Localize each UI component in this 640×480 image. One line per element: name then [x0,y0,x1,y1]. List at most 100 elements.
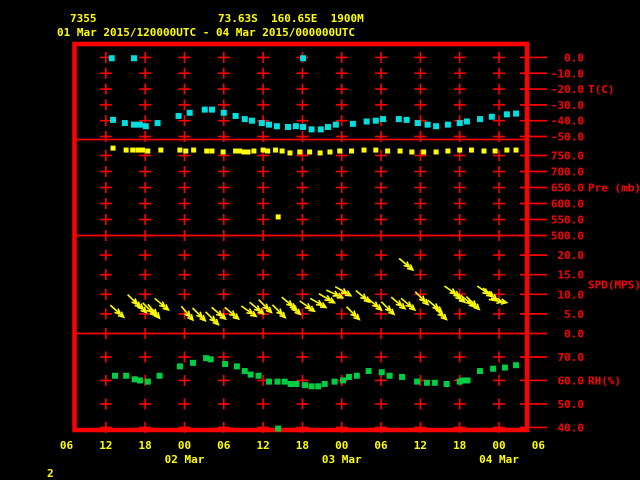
wind-arrow [450,289,467,304]
temperature-point [175,112,182,119]
wind-arrow [309,297,328,309]
wind-arrow [211,306,227,321]
wind-arrow [224,306,240,321]
hour-label: 06 [532,439,546,452]
y-tick-label: 650.0 [551,182,584,195]
pressure-point [110,145,116,151]
hour-label: 06 [60,439,74,452]
relative_humidity-point [123,372,130,379]
wind-arrow [414,291,430,306]
wind-arrow [271,304,287,319]
relative_humidity-point [281,378,288,385]
relative_humidity-point [378,369,385,376]
wind-arrow [482,287,499,301]
relative_humidity-point [247,371,254,378]
hour-label: 12 [99,439,112,452]
relative_humidity-point [477,368,484,375]
pressure-point [273,147,279,153]
temperature-point [488,113,495,120]
pressure-point [361,147,367,153]
chart-generated-layer: 0.0 -10.0 -20.0 -30.0 -40.0 -50.0 T(C) 750.0 700… [60,41,640,466]
hour-label: 12 [256,439,269,452]
relative_humidity-point [265,378,272,385]
y-tick-label: 20.0 [558,249,585,262]
wind-arrow [258,299,273,314]
relative_humidity-point [287,380,294,387]
temperature-point [444,121,451,128]
y-axis-unit-label: Pre (mb) [588,182,640,195]
y-tick-label: -20.0 [551,83,584,96]
y-tick-label: 550.0 [551,214,584,227]
temperature-point [300,55,307,62]
wind-arrow [390,296,407,310]
temperature-point [130,55,137,62]
relative_humidity-point [340,377,347,384]
y-tick-label: 70.0 [558,351,585,364]
y-axis-unit-label: SPD(MPS) [588,279,640,292]
wind-arrow [398,257,415,272]
relative_humidity-point [331,378,338,385]
relative_humidity-point [203,355,210,362]
hour-label: 18 [453,439,466,452]
temperature-point [456,120,463,127]
wind-arrow [345,306,361,321]
temperature-point [433,123,440,130]
y-tick-label: 700.0 [551,166,584,179]
temperature-point [248,117,255,124]
pressure-point [317,150,323,156]
hour-label: 06 [374,439,388,452]
relative_humidity-point [222,361,229,368]
temperature-point [130,121,137,128]
pressure-point [492,148,498,154]
y-tick-label: 5.0 [564,308,584,321]
pressure-point [445,148,451,154]
temperature-point [121,120,128,127]
hour-label: 00 [335,439,348,452]
wind-arrow [465,295,481,311]
date-label: 03 Mar [322,453,362,466]
wind-arrow [400,297,417,312]
relative_humidity-point [423,379,430,386]
temperature-point [503,111,510,118]
pressure-point [481,148,487,154]
y-tick-label: 0.0 [564,328,584,341]
pressure-point [233,148,239,154]
temperature-point [265,121,272,128]
y-tick-label: -40.0 [551,115,584,128]
temperature-point [258,120,265,127]
temperature-point [324,124,331,131]
y-axis-unit-label: T(C) [588,83,615,96]
pressure-point [220,149,226,155]
wind-arrow [240,305,258,318]
wind-arrow [132,299,148,314]
temperature-point [349,120,356,127]
temperature-point [208,106,215,113]
wind-arrow [154,297,170,312]
wind-arrow [326,289,345,299]
pressure-point [373,147,379,153]
wind-arrow [286,301,302,316]
pressure-point [177,147,183,153]
relative_humidity-point [399,373,406,380]
temperature-point [300,124,307,131]
pressure-point [504,147,510,153]
pressure-point [287,150,293,156]
pressure-point [245,149,251,155]
wind-arrow [433,306,448,321]
y-tick-label: 600.0 [551,198,584,211]
relative_humidity-point [189,359,196,366]
pressure-point [191,147,197,153]
temperature-point [403,116,410,123]
pressure-point [237,148,243,154]
pressure-point [327,149,333,155]
relative_humidity-point [111,372,118,379]
temperature-point [317,126,324,133]
relative_humidity-point [156,372,163,379]
relative_humidity-point [241,368,248,375]
relative_humidity-point [490,365,497,372]
pressure-point [349,148,355,154]
date-label: 02 Mar [165,453,205,466]
temperature-point [201,106,208,113]
station-location: 73.63S 160.65E 1900M [218,12,364,25]
